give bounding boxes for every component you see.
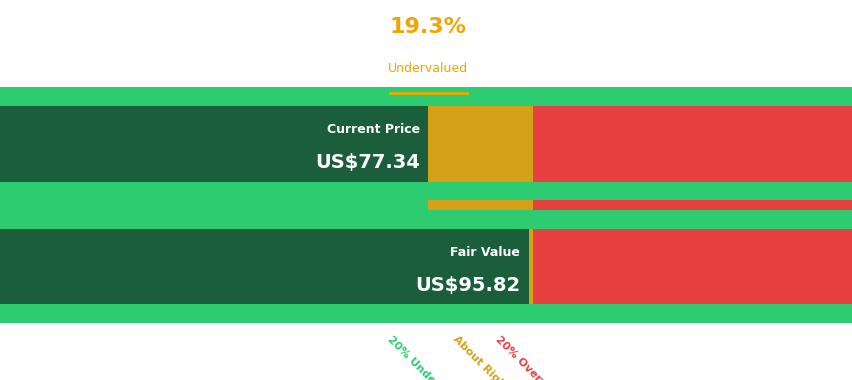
Bar (0, 87, 852, 106)
Text: About Right: About Right (451, 334, 509, 380)
Bar (0, 229, 528, 304)
Bar (0, 304, 852, 323)
Bar (0, 182, 852, 201)
Bar (0, 106, 428, 182)
Bar (532, 87, 852, 323)
Text: US$77.34: US$77.34 (314, 153, 419, 172)
Text: Current Price: Current Price (326, 123, 419, 136)
Text: 20% Undervalued: 20% Undervalued (385, 334, 470, 380)
Bar (428, 87, 532, 323)
Text: Undervalued: Undervalued (388, 62, 468, 75)
Text: Fair Value: Fair Value (450, 246, 520, 259)
Text: 19.3%: 19.3% (389, 17, 466, 36)
Bar (0, 87, 428, 323)
Text: 20% Overvalued: 20% Overvalued (493, 334, 572, 380)
Bar (0, 210, 852, 229)
Text: US$95.82: US$95.82 (415, 276, 520, 295)
